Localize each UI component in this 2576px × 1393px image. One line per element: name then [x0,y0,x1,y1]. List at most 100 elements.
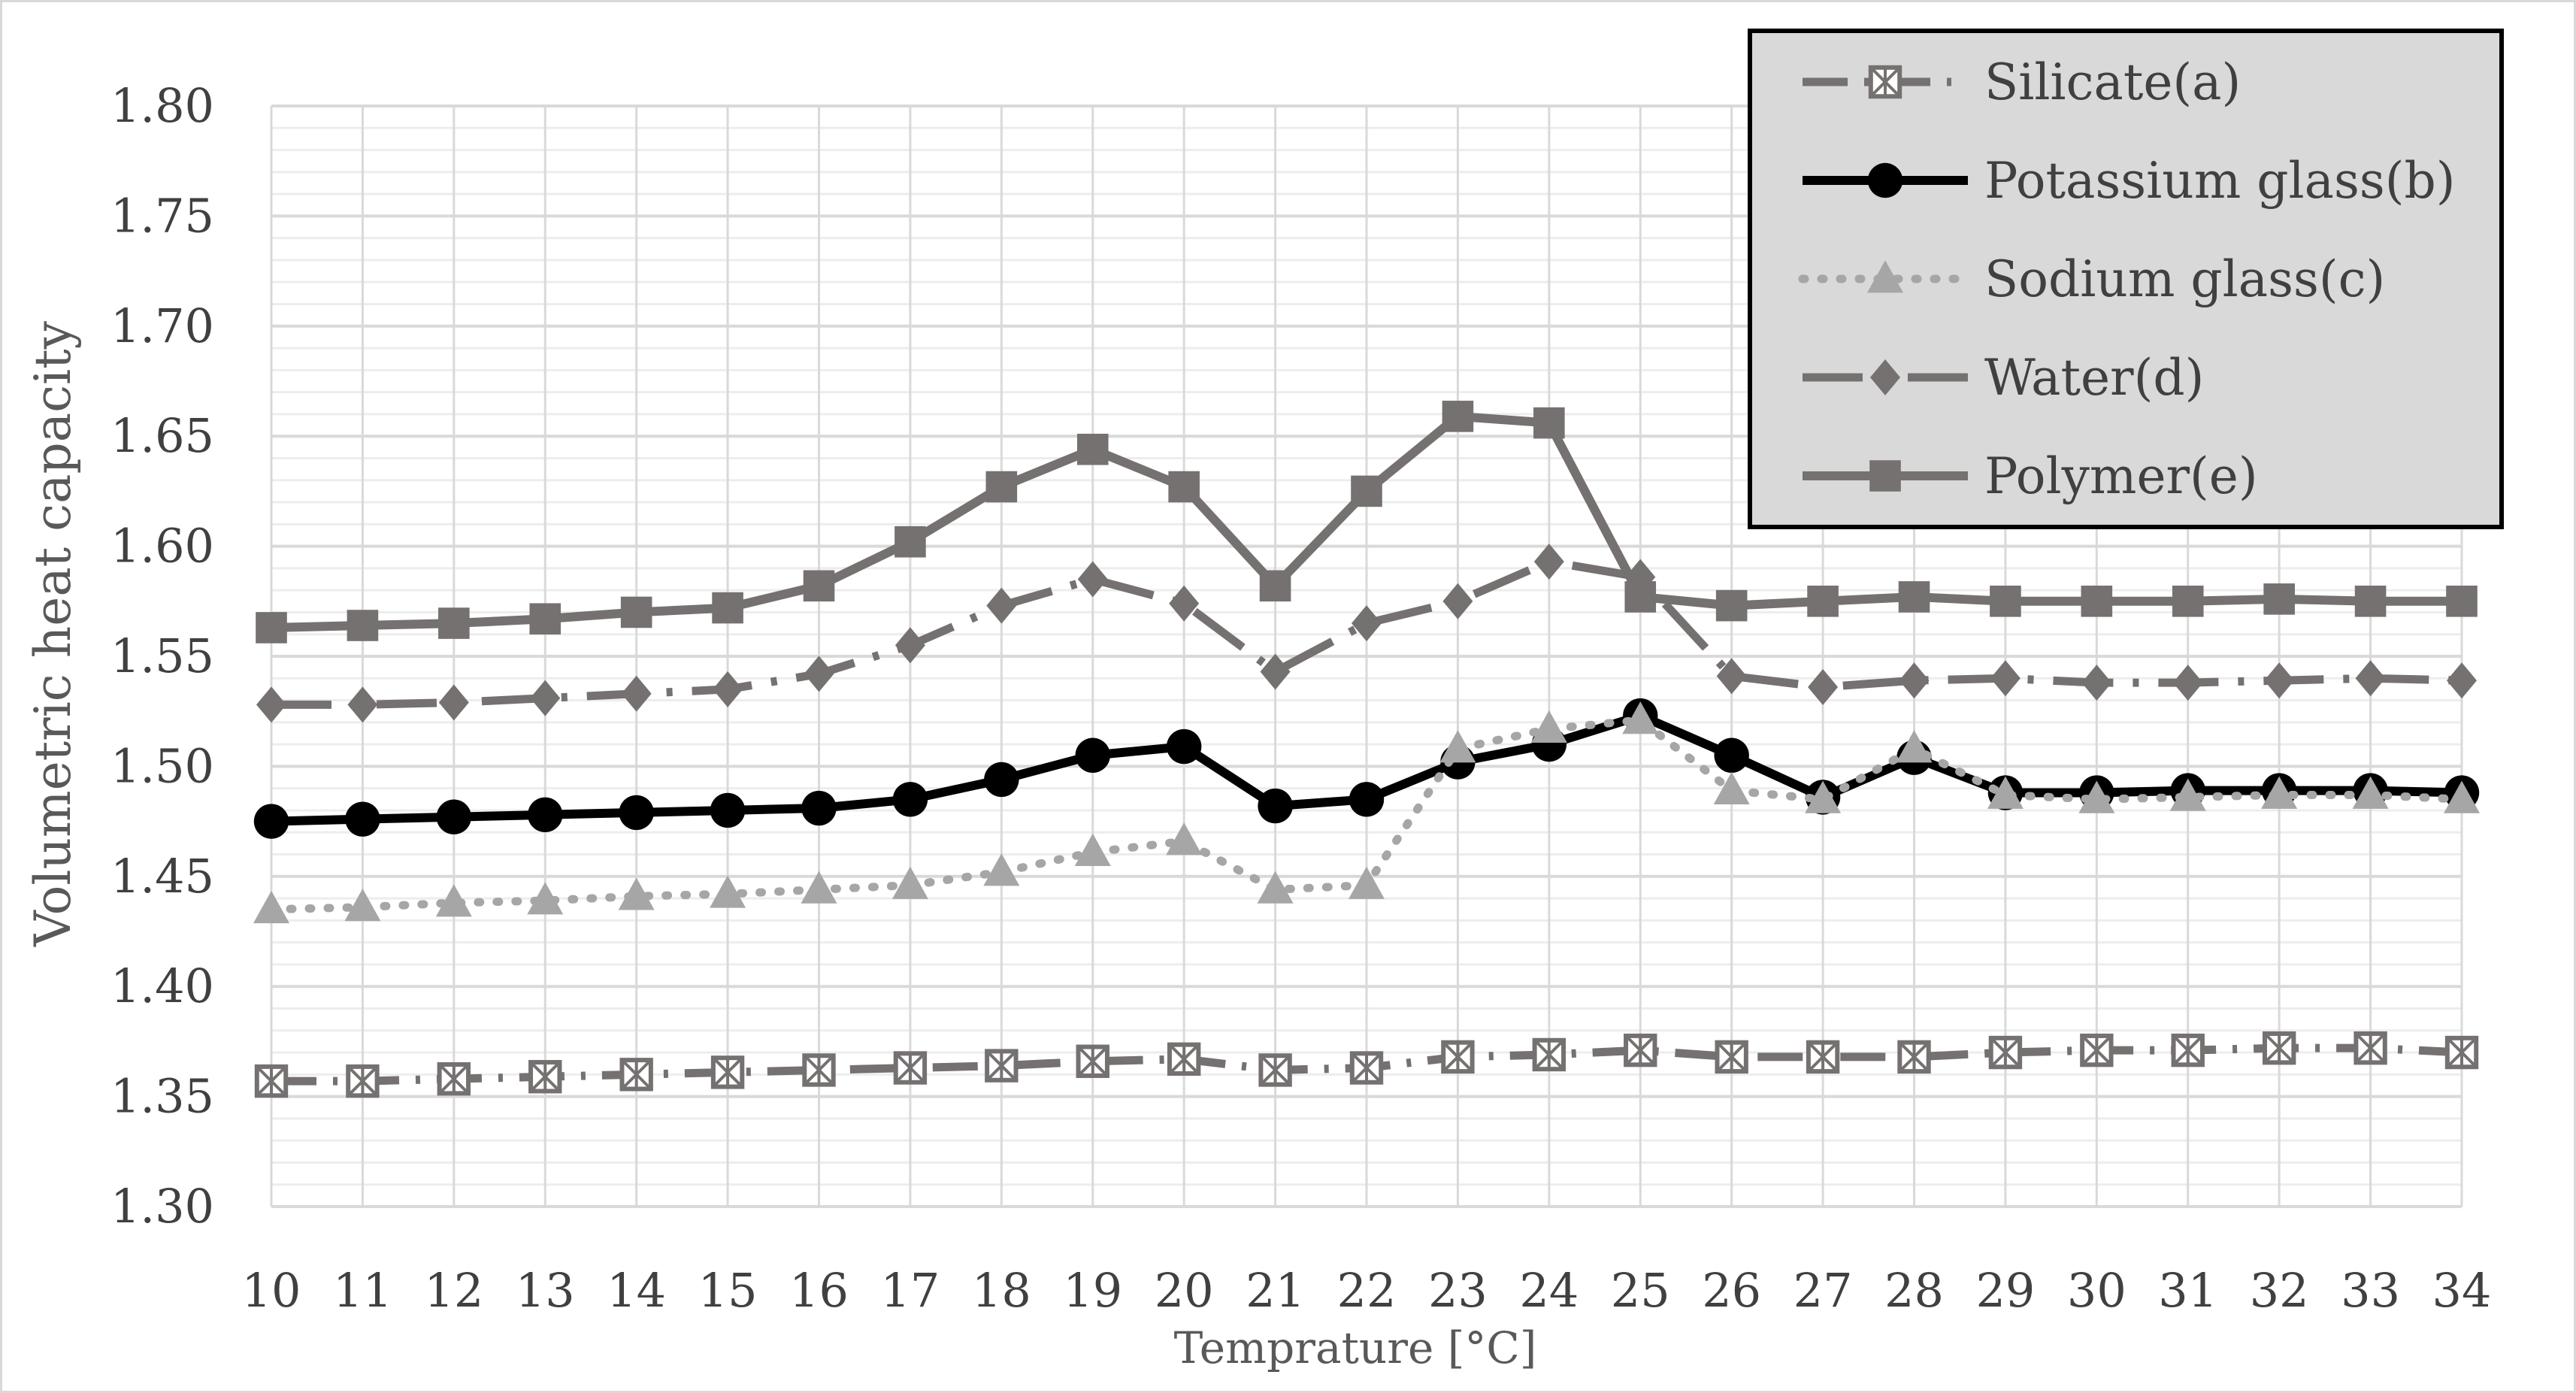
data-point [1349,782,1385,817]
legend-label: Sodium glass(c) [1984,250,2385,308]
x-tick-label: 24 [1519,1263,1579,1318]
data-point [1530,710,1567,743]
x-tick-label: 20 [1155,1263,1214,1318]
data-point [894,627,925,664]
data-point [1899,662,1930,699]
x-tick-label: 18 [972,1263,1031,1318]
x-tick-label: 32 [2250,1263,2309,1318]
data-point [2355,660,2386,697]
data-point [1714,737,1749,773]
data-point [438,607,470,639]
y-axis-title: Volumetric heat capacity [24,320,82,947]
x-axis-ticks: 10 11 12 13 14 15 16 17 18 19 20 21 22 23 24 25 26 27 28 29… [242,1263,2492,1318]
data-point [1624,581,1657,613]
data-point [2078,780,2115,813]
data-point [1441,1040,1475,1074]
data-point [1898,581,1930,613]
data-point [1168,471,1200,503]
data-point [2352,776,2389,809]
y-tick-label: 1.65 [110,408,214,463]
data-point [437,1061,471,1096]
data-point [1167,1042,1201,1077]
data-point [1257,871,1294,904]
data-point [710,1055,745,1089]
x-tick-label: 28 [1884,1263,1944,1318]
data-point [2447,662,2477,699]
data-point [2172,586,2204,617]
data-point [1806,1040,1840,1074]
data-point [1990,660,2021,697]
data-point [2444,1035,2479,1070]
data-point [894,525,926,558]
data-point [1166,822,1203,855]
data-point [801,871,837,904]
data-point [1533,544,1564,580]
x-tick-label: 10 [242,1263,301,1318]
legend-entry: Potassium glass(b) [1803,152,2455,210]
legend-label: Water(d) [1984,349,2204,407]
data-point [1805,780,1842,813]
data-point [2444,780,2480,813]
data-point [1169,585,1200,622]
x-tick-label: 30 [2067,1263,2126,1318]
data-point [1439,730,1476,763]
series-4 [256,401,2478,644]
data-point [438,684,469,721]
legend-entry: Water(d) [1803,349,2204,407]
data-point [1532,1037,1566,1072]
x-tick-label: 21 [1246,1263,1305,1318]
x-tick-label: 14 [607,1263,666,1318]
data-point [347,686,378,723]
legend-marker [1868,65,1902,99]
data-point [891,866,928,899]
data-point [2081,586,2113,617]
legend-entry: Polymer(e) [1803,447,2258,505]
data-point [2446,586,2478,617]
data-point [2261,776,2298,809]
data-point [1258,1053,1292,1087]
data-point [984,762,1019,798]
y-tick-label: 1.60 [110,519,214,574]
data-point [436,799,472,834]
series-2 [253,701,2480,924]
data-point [1442,583,1473,619]
x-tick-label: 23 [1428,1263,1488,1318]
x-tick-label: 34 [2432,1263,2492,1318]
data-point [1716,658,1747,695]
data-point [1622,701,1659,734]
data-point [1352,605,1382,642]
x-tick-label: 16 [789,1263,849,1318]
data-point [801,790,837,826]
data-point [2081,665,2112,701]
data-point [2080,1033,2114,1067]
data-point [803,570,835,602]
legend-entry: Silicate(a) [1803,53,2241,111]
data-point [256,612,287,644]
data-point [620,596,652,628]
data-point [2172,665,2203,701]
legend-marker [1870,359,1900,395]
y-axis-ticks: 1.30 1.35 1.40 1.45 1.50 1.55 1.60 1.65 1.70 1.75… [110,78,214,1234]
data-point [621,675,652,712]
y-tick-label: 1.35 [110,1069,214,1124]
y-tick-label: 1.40 [110,958,214,1013]
legend-label: Potassium glass(b) [1984,152,2455,210]
y-tick-label: 1.80 [110,78,214,133]
data-point [256,686,286,723]
x-tick-label: 12 [424,1263,483,1318]
data-point [619,1058,653,1092]
data-point [1897,1040,1931,1074]
y-tick-label: 1.55 [110,628,214,683]
series-0 [254,1031,2479,1098]
data-point [986,587,1017,624]
data-point [1260,653,1291,690]
data-point [344,888,381,922]
data-point [710,792,746,828]
data-point [985,471,1018,503]
data-point [983,853,1020,886]
x-tick-label: 26 [1702,1263,1761,1318]
data-point [892,782,928,817]
legend-marker [1869,460,1901,492]
